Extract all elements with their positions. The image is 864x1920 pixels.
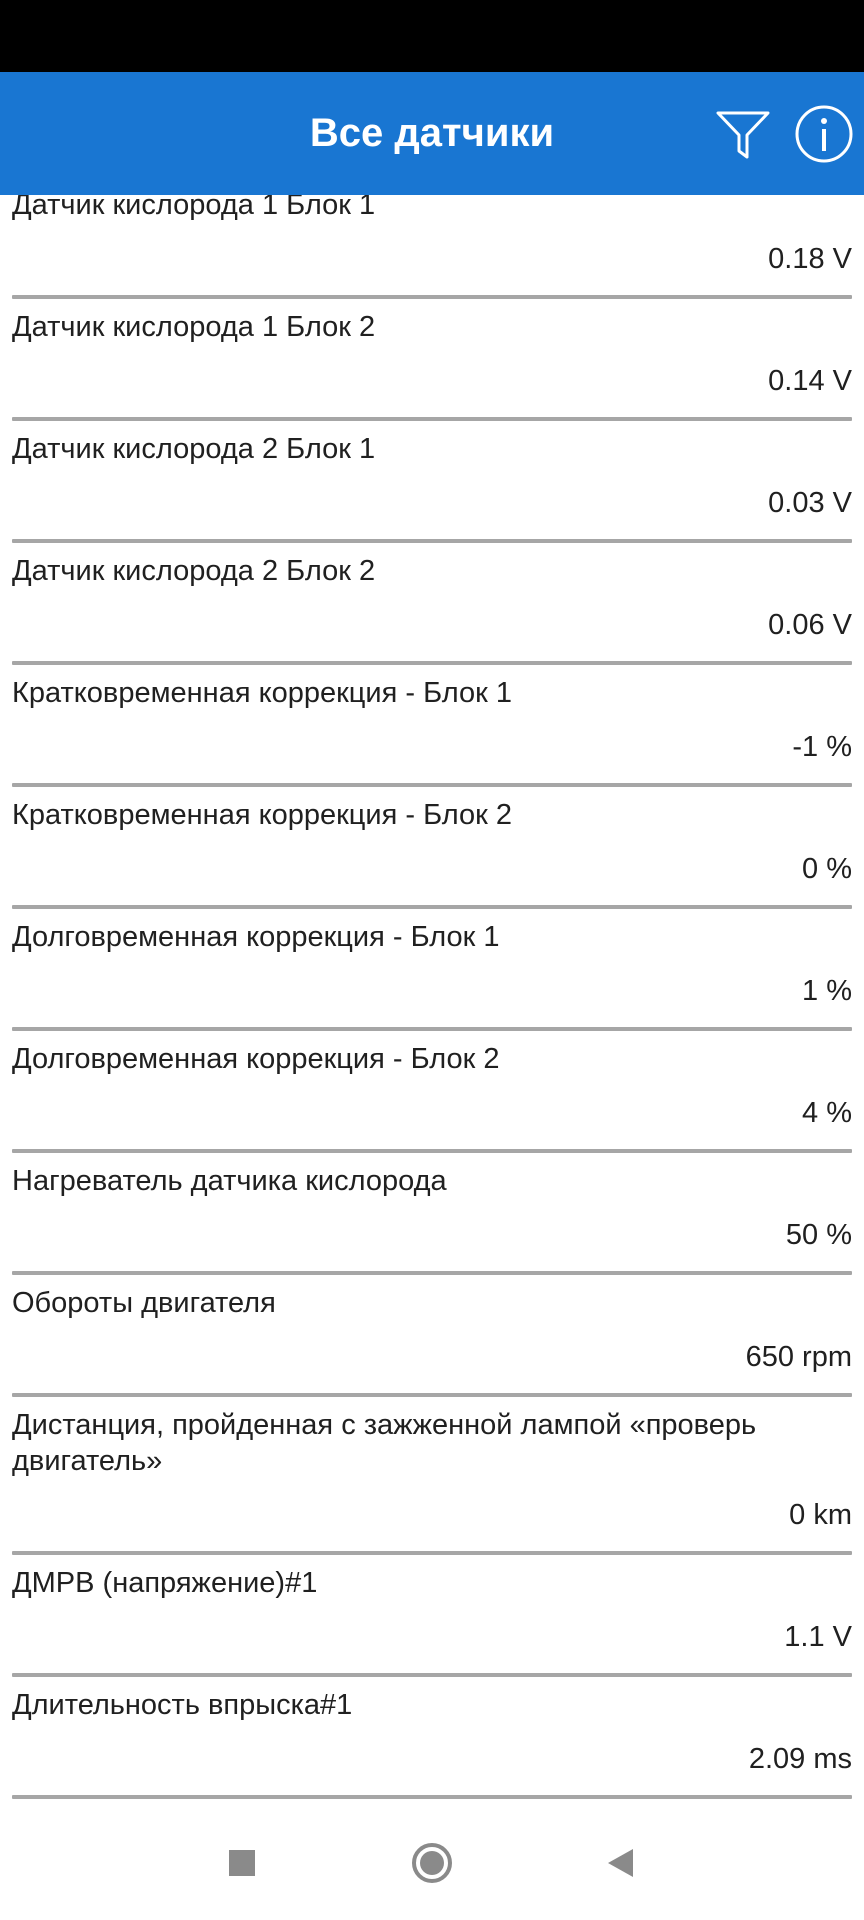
sensor-row[interactable]: Длительность впрыска#1 2.09 ms [12,1677,852,1799]
sensor-name: Обороты двигателя [12,1287,276,1319]
sensor-name: Дистанция, пройденная с зажженной лампой… [12,1409,757,1477]
app-bar: Все датчики [0,72,864,195]
sensor-list[interactable]: Датчик кислорода 1 Блок 1 0.18 V Датчик ки… [0,195,864,1815]
sensor-value: -1 % [792,731,852,763]
sensor-value: 4 % [802,1097,852,1129]
row-divider [12,1149,852,1153]
sensor-value: 0 km [789,1499,852,1531]
sensor-value: 1 % [802,975,852,1007]
info-icon [795,105,853,163]
row-divider [12,1393,852,1397]
page-title: Все датчики [309,111,555,155]
sensor-row[interactable]: Обороты двигателя 650 rpm [12,1275,852,1397]
circle-icon [412,1843,452,1883]
recents-button[interactable] [212,1833,272,1893]
sensor-name: Датчик кислорода 1 Блок 1 [12,195,376,221]
row-divider [12,1795,852,1799]
row-divider [12,1027,852,1031]
sensor-row[interactable]: Долговременная коррекция - Блок 2 4 % [12,1031,852,1153]
sensor-value: 0.18 V [768,243,852,275]
sensor-value: 0 % [802,853,852,885]
sensor-name: Нагреватель датчика кислорода [12,1165,447,1197]
sensor-name: Датчик кислорода 2 Блок 2 [12,555,376,587]
sensor-value: 0.03 V [768,487,852,519]
sensor-value: 50 % [785,1219,852,1251]
sensor-name: Датчик кислорода 1 Блок 2 [12,311,376,343]
sensor-row[interactable]: Длительность впрыска#22.24 ms [12,1799,852,1815]
sensor-row[interactable]: Долговременная коррекция - Блок 1 1 % [12,909,852,1031]
sensor-name: Долговременная коррекция - Блок 2 [12,1043,500,1075]
sensor-name: Длительность впрыска#1 [12,1689,353,1721]
sensor-value: 2.09 ms [748,1743,852,1775]
filter-icon [716,111,770,159]
filter-button[interactable] [712,103,774,165]
sensor-list-content: Датчик кислорода 1 Блок 1 0.18 V Датчик ки… [0,195,864,1815]
sensor-name: Кратковременная коррекция - Блок 1 [12,677,513,709]
sensor-name: Долговременная коррекция - Блок 1 [12,921,500,953]
row-divider [12,417,852,421]
row-divider [12,539,852,543]
sensor-row[interactable]: Дистанция, пройденная с зажженной лампой… [12,1397,852,1555]
sensor-value: 650 rpm [745,1341,852,1373]
status-bar [0,0,864,72]
square-icon [229,1850,255,1876]
sensor-row[interactable]: Датчик кислорода 2 Блок 2 0.06 V [12,543,852,665]
sensor-row[interactable]: Датчик кислорода 2 Блок 1 0.03 V [12,421,852,543]
sensor-name: Датчик кислорода 2 Блок 1 [12,433,376,465]
sensor-row[interactable]: Датчик кислорода 1 Блок 1 0.18 V [12,195,852,299]
sensor-value: 1.1 V [784,1621,852,1653]
row-divider [12,661,852,665]
sensor-row[interactable]: Кратковременная коррекция - Блок 2 0 % [12,787,852,909]
row-divider [12,783,852,787]
sensor-name: ДМРВ (напряжение)#1 [12,1567,318,1599]
sensor-value: 0.14 V [768,365,852,397]
system-nav-bar [0,1815,864,1920]
sensor-row[interactable]: Нагреватель датчика кислорода 50 % [12,1153,852,1275]
sensor-row[interactable]: Кратковременная коррекция - Блок 1 -1 % [12,665,852,787]
row-divider [12,1271,852,1275]
info-button[interactable] [793,103,855,165]
row-divider [12,1673,852,1677]
row-divider [12,905,852,909]
home-button[interactable] [402,1833,462,1893]
triangle-back-icon [608,1849,633,1877]
sensor-value: 0.06 V [768,609,852,641]
row-divider [12,295,852,299]
row-divider [12,1551,852,1555]
sensor-row[interactable]: Датчик кислорода 1 Блок 2 0.14 V [12,299,852,421]
sensor-row[interactable]: ДМРВ (напряжение)#1 1.1 V [12,1555,852,1677]
sensor-name: Кратковременная коррекция - Блок 2 [12,799,513,831]
sensor-name: Длительность впрыска#2 [12,1799,852,1815]
back-button[interactable] [590,1833,650,1893]
